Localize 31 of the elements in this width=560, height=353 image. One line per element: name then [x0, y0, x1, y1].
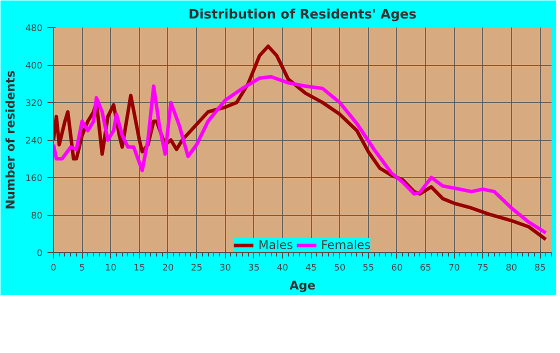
x-axis-title: Age	[289, 278, 316, 292]
y-tick-label: 400	[25, 62, 43, 72]
x-tick-label: 45	[305, 264, 317, 274]
x-tick-label: 60	[391, 264, 403, 274]
x-tick-label: 30	[220, 264, 232, 274]
x-tick-label: 10	[105, 264, 117, 274]
line-series	[54, 74, 548, 235]
legend-label: Females	[321, 238, 371, 252]
x-tick-label: 70	[448, 264, 460, 274]
x-tick-label: 25	[190, 264, 202, 274]
x-tick-label: 20	[162, 264, 174, 274]
y-tick-label: 0	[36, 249, 43, 259]
x-tick-label: 40	[276, 264, 288, 274]
y-tick-label: 480	[25, 24, 43, 34]
x-tick-label: 5	[79, 264, 85, 274]
y-tick-label: 160	[25, 174, 43, 184]
legend-label: Males	[258, 238, 294, 252]
x-tick-label: 75	[477, 264, 489, 274]
x-tick-label: 35	[248, 264, 260, 274]
x-tick-label: 80	[506, 264, 518, 274]
x-tick-label: 55	[362, 264, 374, 274]
y-tick-label: 80	[31, 212, 43, 222]
chart-title: Distribution of Residents' Ages	[188, 8, 417, 22]
x-tick-label: 65	[420, 264, 432, 274]
x-tick-label: 85	[534, 264, 546, 274]
x-tick-label: 50	[334, 264, 346, 274]
y-tick-label: 320	[25, 99, 43, 109]
y-tick-label: 240	[25, 136, 43, 146]
x-tick-label: 0	[50, 264, 57, 274]
x-tick-label: 15	[134, 264, 146, 274]
y-axis-title: Number of residents	[3, 70, 18, 210]
